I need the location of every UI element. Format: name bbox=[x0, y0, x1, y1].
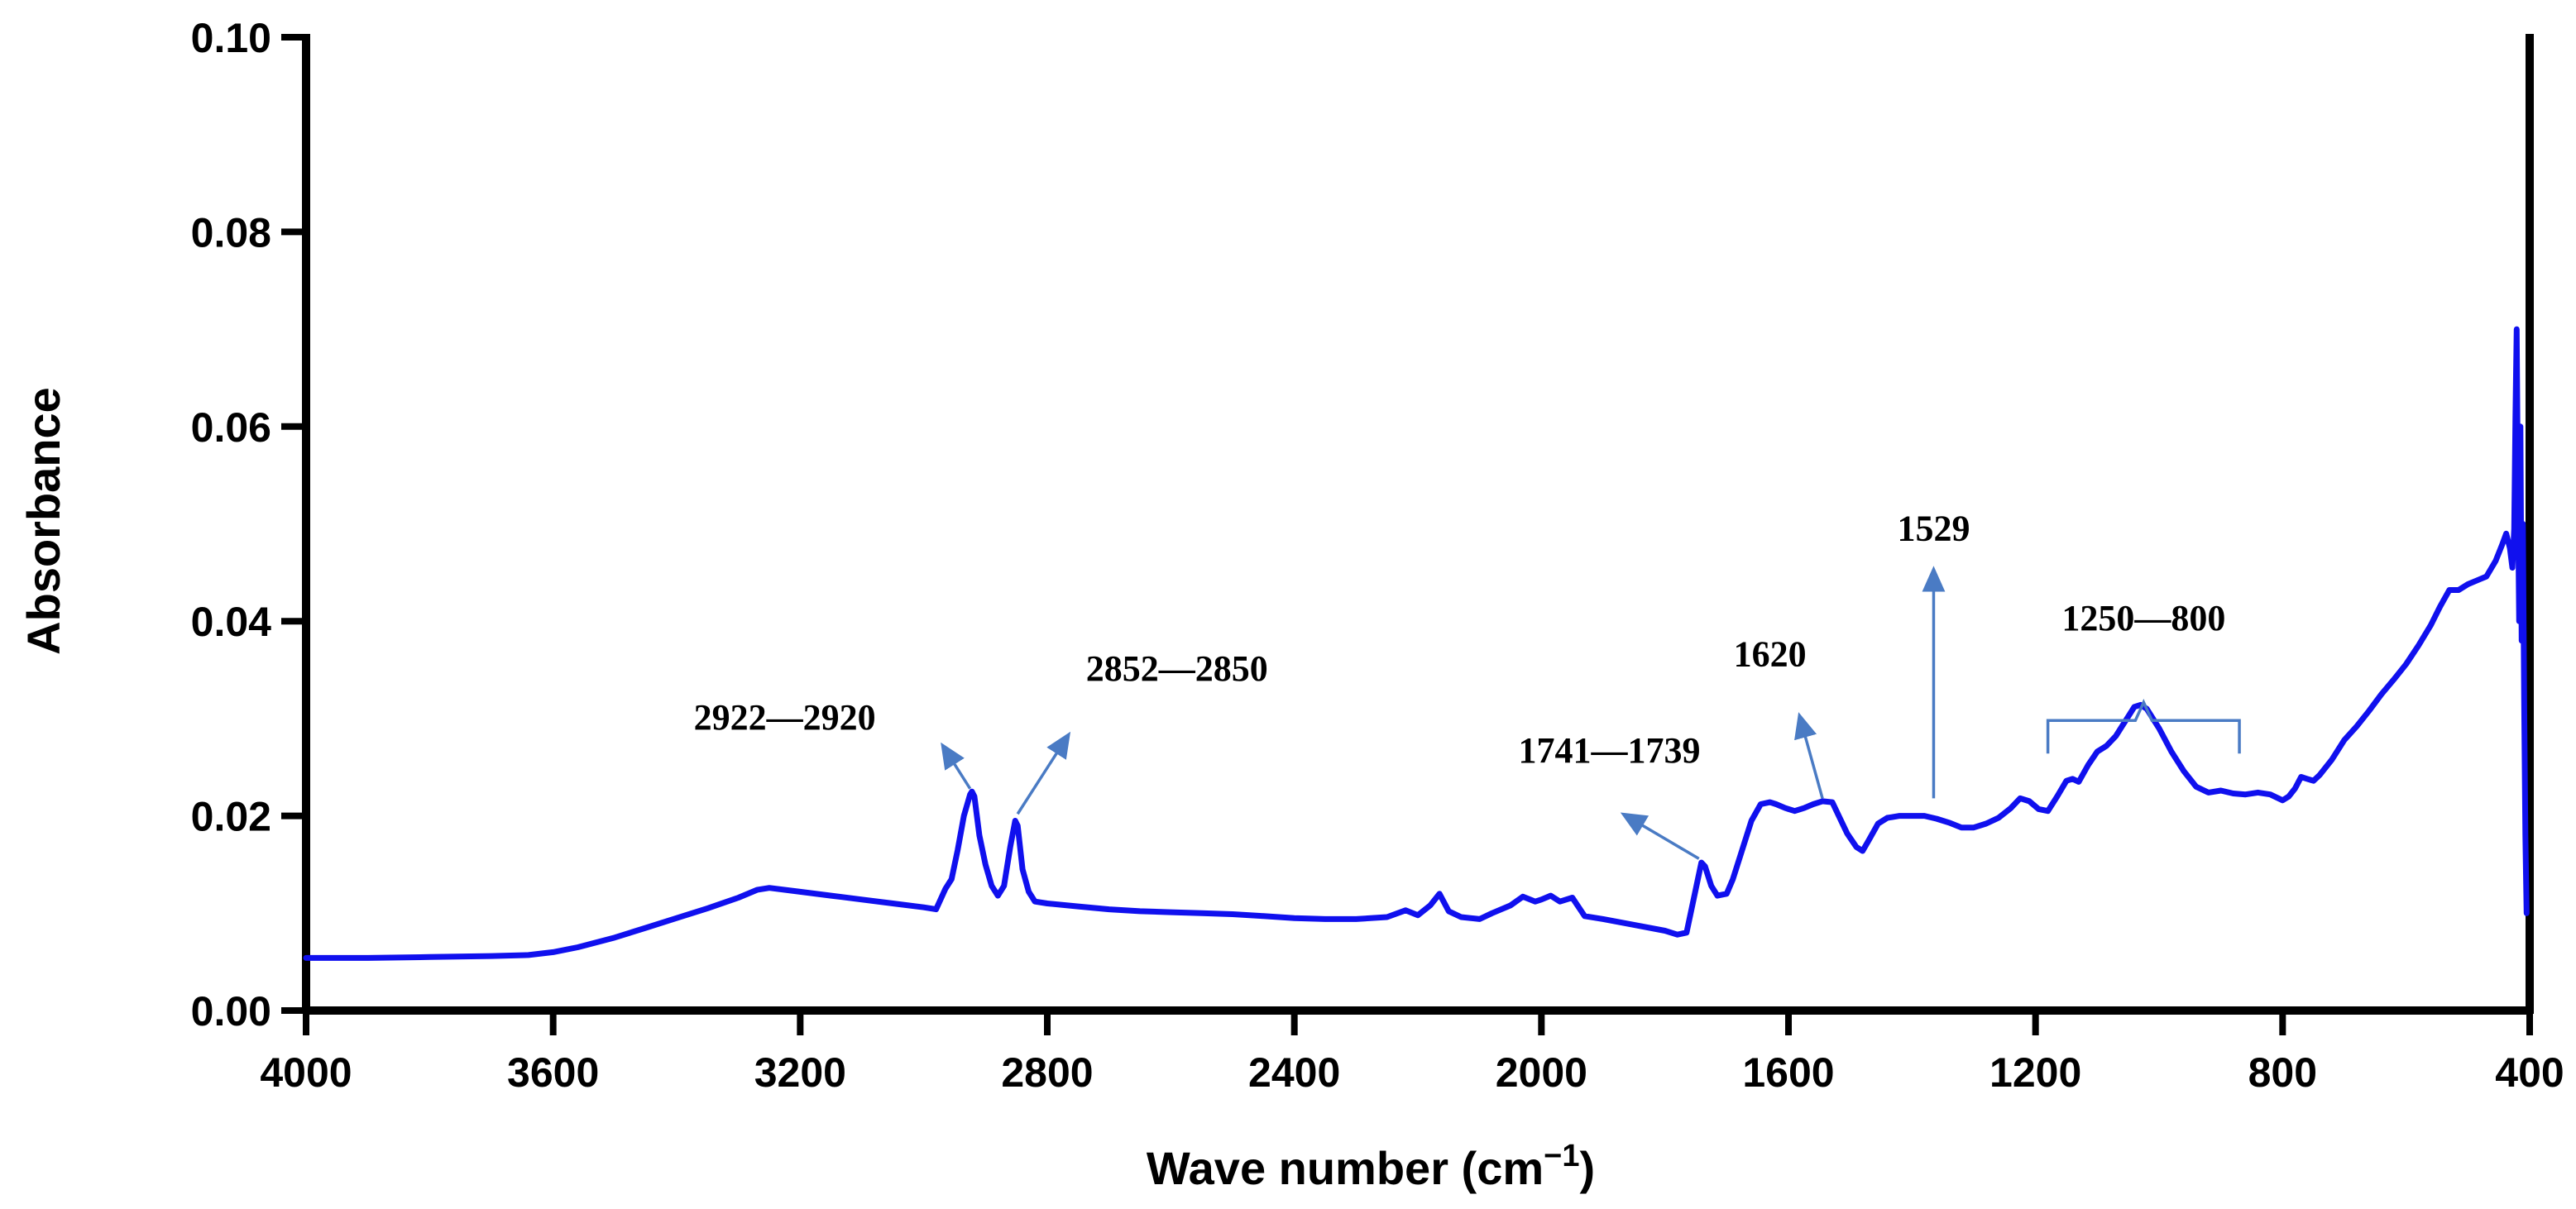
x-tick-label: 2400 bbox=[1248, 1049, 1340, 1096]
series-layer bbox=[303, 326, 2530, 961]
plot-frame bbox=[302, 34, 2534, 1015]
y-tick-label: 0.08 bbox=[191, 209, 271, 256]
y-tick-label: 0.04 bbox=[191, 599, 272, 645]
x-tick-label: 1200 bbox=[1989, 1049, 2081, 1096]
x-tick-label: 2800 bbox=[1001, 1049, 1093, 1096]
x-tick-label: 3200 bbox=[754, 1049, 846, 1096]
y-tick-label: 0.10 bbox=[191, 15, 271, 61]
range-brace bbox=[2046, 699, 2241, 754]
absorbance-series-line bbox=[303, 326, 2530, 961]
tick-layer: 0.00 0.02 0.04 0.06 0.08 0.10 4000 3600 3200 2800… bbox=[191, 15, 2564, 1096]
x-axis-title-text: Wave number (cm bbox=[1147, 1142, 1544, 1194]
x-tick-label: 2000 bbox=[1496, 1049, 1587, 1096]
x-tick-label: 3600 bbox=[507, 1049, 599, 1096]
annotation-label: 1741—1739 bbox=[1518, 730, 1700, 771]
y-tick-label: 0.02 bbox=[191, 794, 271, 840]
annotation-label: 2852—2850 bbox=[1086, 648, 1268, 689]
y-tick-label: 0.00 bbox=[191, 988, 271, 1035]
x-tick-label: 1600 bbox=[1742, 1049, 1834, 1096]
annotation-layer: 2922—2920 2852—2850 1741—1739 1620 1529 1250—… bbox=[694, 509, 2241, 860]
x-axis-title-close: ) bbox=[1579, 1142, 1595, 1194]
annotation-label: 1529 bbox=[1897, 509, 1970, 549]
range-annotation-label: 1250—800 bbox=[2061, 598, 2225, 638]
x-axis-title: Wave number (cm−1) bbox=[1147, 1139, 1595, 1194]
x-tick-label: 400 bbox=[2495, 1049, 2564, 1096]
y-axis-title: Absorbance bbox=[17, 387, 69, 655]
annotation-label: 1620 bbox=[1734, 633, 1807, 674]
annotation-arrow bbox=[941, 742, 972, 790]
x-tick-label: 4000 bbox=[260, 1049, 352, 1096]
annotation-arrow bbox=[1794, 712, 1824, 799]
x-axis-title-superscript: −1 bbox=[1544, 1139, 1579, 1173]
annotation-label: 2922—2920 bbox=[694, 697, 876, 738]
x-tick-label: 800 bbox=[2248, 1049, 2317, 1096]
annotation-arrow bbox=[1620, 812, 1700, 860]
y-tick-label: 0.06 bbox=[191, 404, 271, 451]
annotation-arrow bbox=[1016, 731, 1071, 815]
